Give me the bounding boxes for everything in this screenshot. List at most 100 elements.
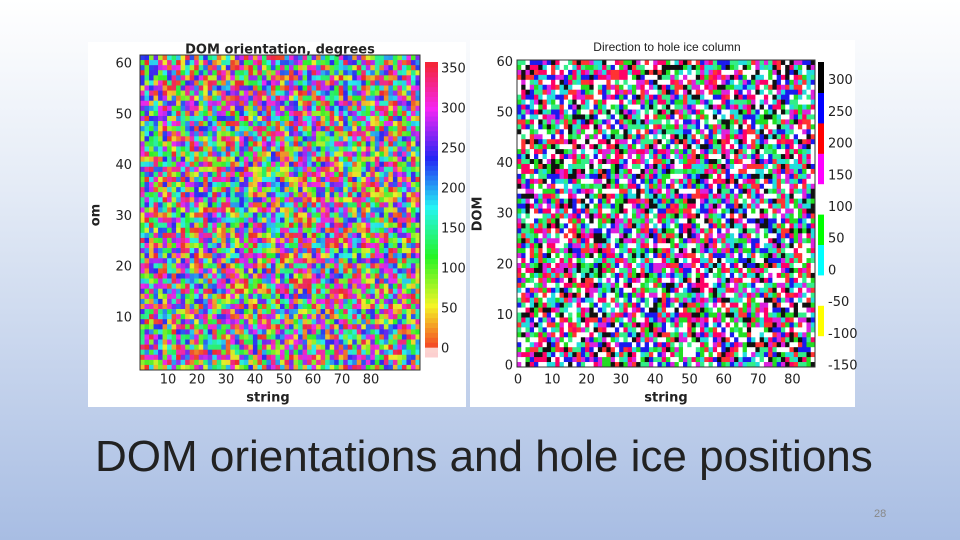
heatmap-cell <box>298 288 303 295</box>
heatmap-cell <box>401 151 407 157</box>
heatmap-cell <box>225 344 231 350</box>
heatmap-cell <box>392 95 398 102</box>
heatmap-cell <box>212 55 218 61</box>
heatmap-cell <box>180 314 186 320</box>
heatmap-cell <box>261 192 267 198</box>
heatmap-cell <box>338 309 344 315</box>
heatmap-cell <box>316 187 321 193</box>
heatmap-cell <box>230 253 236 259</box>
heatmap-cell <box>525 203 531 209</box>
heatmap-cell <box>392 258 398 264</box>
heatmap-cell <box>580 104 586 110</box>
heatmap-cell <box>270 248 276 254</box>
heatmap-cell <box>144 176 150 183</box>
heatmap-cell <box>320 105 326 112</box>
heatmap-cell <box>289 100 294 107</box>
heatmap-cell <box>352 268 358 274</box>
heatmap-cell <box>261 80 267 86</box>
heatmap-cell <box>302 309 308 315</box>
heatmap-cell <box>572 163 577 170</box>
heatmap-cell <box>585 149 590 155</box>
heatmap-cell <box>392 334 398 340</box>
heatmap-cell <box>517 188 522 194</box>
heatmap-cell <box>180 131 186 137</box>
heatmap-cell <box>307 95 312 102</box>
heatmap-cell <box>140 121 145 127</box>
heatmap-cell <box>149 136 154 142</box>
heatmap-cell <box>410 90 416 96</box>
heatmap-cell <box>576 159 582 165</box>
heatmap-cell <box>379 207 385 213</box>
heatmap-cell <box>585 337 590 343</box>
heatmap-cell <box>379 268 385 274</box>
heatmap-cell <box>559 84 565 91</box>
heatmap-cell <box>406 70 412 76</box>
heatmap-cell <box>334 182 340 188</box>
heatmap-cell <box>252 242 258 249</box>
heatmap-cell <box>529 114 535 120</box>
heatmap-cell <box>158 283 163 290</box>
heatmap-cell <box>252 227 258 234</box>
heatmap-cell <box>289 121 294 127</box>
heatmap-cell <box>401 263 407 269</box>
heatmap-cell <box>167 105 172 112</box>
heatmap-cell <box>248 248 254 254</box>
heatmap-cell <box>302 222 308 229</box>
heatmap-cell <box>329 55 335 61</box>
heatmap-cell <box>216 121 222 127</box>
heatmap-cell <box>311 146 317 152</box>
heatmap-cell <box>311 324 317 330</box>
heatmap-cell <box>580 203 586 209</box>
heatmap-cell <box>149 278 154 284</box>
heatmap-cell <box>334 80 340 86</box>
heatmap-cell <box>257 222 263 229</box>
heatmap-cell <box>162 298 168 305</box>
heatmap-cell <box>397 309 403 315</box>
heatmap-cell <box>568 69 573 76</box>
heatmap-cell <box>365 126 371 132</box>
heatmap-cell <box>216 354 222 361</box>
heatmap-cell <box>568 109 573 115</box>
heatmap-cell <box>401 248 407 254</box>
heatmap-cell <box>248 151 254 157</box>
heatmap-cell <box>325 151 330 157</box>
heatmap-cell <box>347 293 353 300</box>
heatmap-cell <box>542 60 548 66</box>
heatmap-cell <box>568 352 573 358</box>
heatmap-cell <box>167 197 172 203</box>
heatmap-cell <box>158 278 163 284</box>
heatmap-cell <box>555 312 560 318</box>
heatmap-cell <box>225 65 231 71</box>
heatmap-cell <box>167 136 172 142</box>
heatmap-cell <box>185 176 190 183</box>
heatmap-cell <box>140 192 145 198</box>
heatmap-cell <box>551 188 556 194</box>
heatmap-cell <box>325 354 330 361</box>
heatmap-cell <box>144 212 150 218</box>
heatmap-cell <box>361 212 367 218</box>
heatmap-cell <box>383 242 389 249</box>
heatmap-cell <box>171 232 177 239</box>
heatmap-cell <box>325 258 330 264</box>
heatmap-cell <box>347 242 353 249</box>
heatmap-cell <box>153 121 159 127</box>
heatmap-cell <box>316 136 321 142</box>
heatmap-cell <box>589 69 594 76</box>
heatmap-cell <box>397 182 403 188</box>
heatmap-cell <box>415 166 421 173</box>
heatmap-cell <box>289 136 294 142</box>
heatmap-cell <box>162 75 168 81</box>
heatmap-cell <box>216 242 222 249</box>
heatmap-cell <box>365 136 371 142</box>
heatmap-cell <box>158 364 163 371</box>
heatmap-cell <box>555 362 560 368</box>
heatmap-cell <box>230 298 236 305</box>
heatmap-cell <box>397 303 403 310</box>
heatmap-cell <box>576 267 582 274</box>
heatmap-cell <box>216 197 222 203</box>
heatmap-cell <box>266 258 272 264</box>
heatmap-cell <box>307 151 312 157</box>
heatmap-cell <box>234 309 240 315</box>
heatmap-cell <box>572 79 577 86</box>
heatmap-cell <box>352 171 358 178</box>
